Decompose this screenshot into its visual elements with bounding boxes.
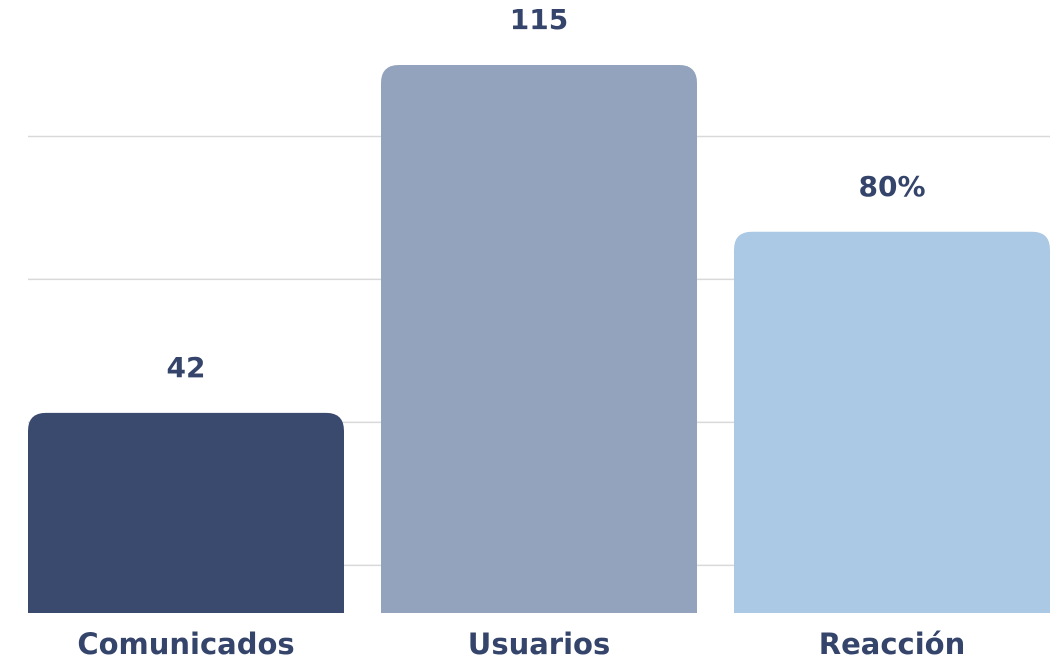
bar (381, 64, 697, 613)
x-tick-label: Comunicados (77, 627, 294, 661)
value-label: 115 (510, 3, 568, 36)
value-label: 42 (167, 351, 206, 384)
bar (734, 231, 1050, 613)
value-label: 80% (858, 170, 925, 203)
x-tick-label: Reacción (819, 627, 965, 661)
bar (28, 412, 344, 613)
x-tick-label: Usuarios (468, 627, 610, 661)
